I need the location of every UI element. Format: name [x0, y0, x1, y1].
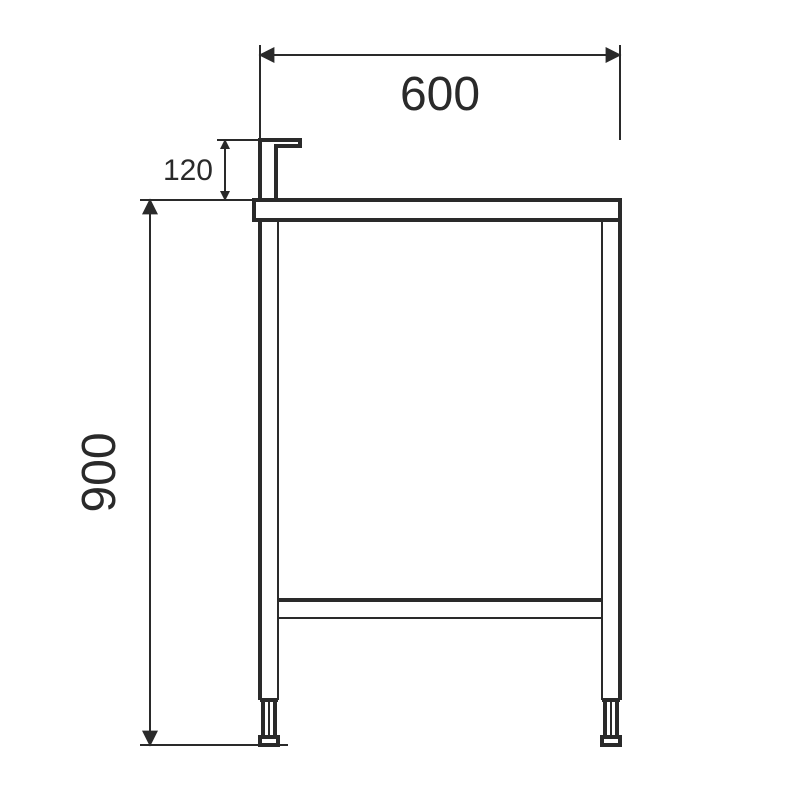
- dimension-height-label: 900: [73, 432, 126, 512]
- dimension-height: 900: [73, 200, 288, 745]
- table-outline: [254, 140, 620, 745]
- technical-drawing: 600 120 900: [0, 0, 800, 800]
- dimension-width: 600: [260, 45, 620, 140]
- dimension-backsplash-label: 120: [163, 154, 213, 187]
- dimension-width-label: 600: [400, 68, 480, 121]
- dimension-backsplash: 120: [163, 140, 260, 200]
